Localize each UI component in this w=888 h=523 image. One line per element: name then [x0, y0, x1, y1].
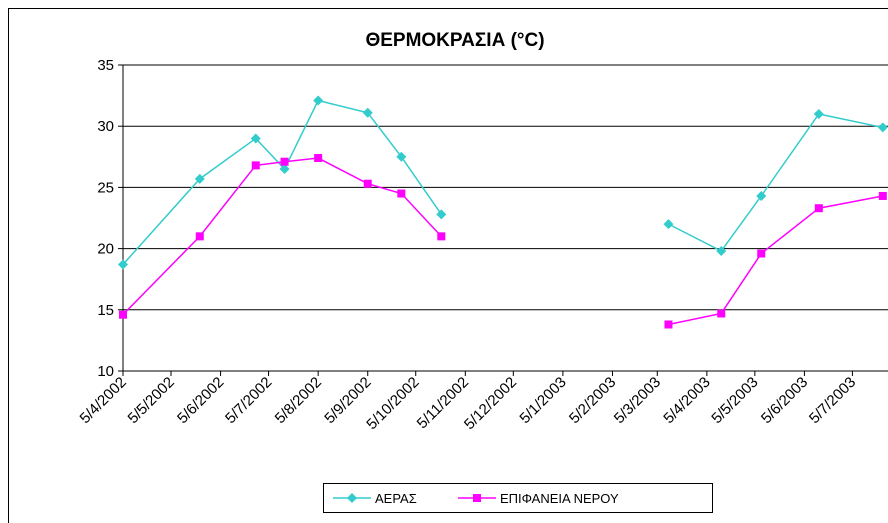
legend-label: ΑΕΡΑΣ	[375, 491, 417, 506]
data-point	[717, 309, 726, 318]
data-point	[194, 173, 205, 184]
legend-marker	[347, 493, 357, 503]
data-point	[363, 179, 372, 188]
data-point	[396, 151, 407, 162]
data-point	[250, 133, 261, 144]
data-point	[663, 219, 674, 230]
data-point	[397, 189, 406, 198]
data-point	[813, 108, 824, 119]
data-point	[279, 164, 290, 175]
legend-item: ΑΕΡΑΣ	[333, 491, 417, 506]
data-point	[195, 232, 204, 241]
data-point	[118, 259, 128, 270]
y-tick-label: 30	[97, 118, 114, 135]
data-point	[280, 157, 289, 166]
data-point	[251, 161, 260, 170]
legend-item: ΕΠΙΦΑΝΕΙΑ ΝΕΡΟΥ	[458, 491, 619, 506]
data-point	[314, 154, 323, 163]
data-point	[664, 320, 673, 329]
y-tick-label: 15	[97, 302, 114, 319]
y-tick-label: 25	[97, 179, 114, 196]
data-point	[877, 122, 888, 133]
data-point	[313, 95, 324, 106]
data-point	[119, 310, 127, 319]
y-tick-label: 10	[97, 363, 114, 380]
data-point	[437, 232, 446, 241]
chart-title: ΘΕΡΜΟΚΡΑΣΙΑ (°C)	[365, 30, 544, 51]
legend-label: ΕΠΙΦΑΝΕΙΑ ΝΕΡΟΥ	[500, 491, 619, 506]
y-tick-label: 20	[97, 241, 114, 258]
legend-box	[323, 483, 713, 513]
data-point	[716, 246, 727, 257]
legend-marker	[473, 494, 481, 502]
chart-frame	[8, 8, 888, 523]
data-point	[878, 191, 887, 200]
data-point	[362, 107, 373, 118]
data-point	[436, 209, 447, 220]
y-tick-label: 35	[97, 57, 114, 74]
data-point	[814, 204, 823, 213]
data-point	[757, 249, 766, 258]
data-point	[756, 190, 767, 201]
